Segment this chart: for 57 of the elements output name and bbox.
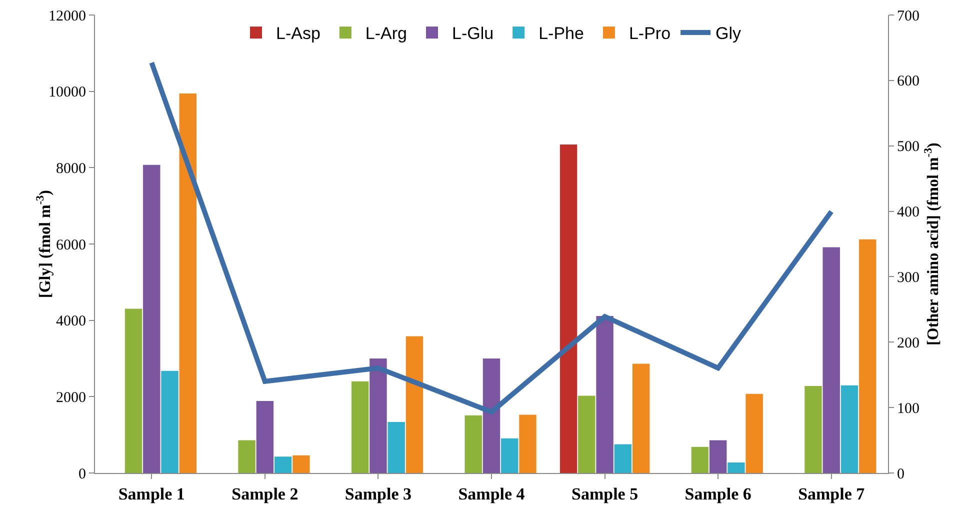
bar: [519, 414, 536, 473]
y2-tick-label: 500: [897, 139, 920, 156]
bar: [256, 401, 274, 473]
bar: [292, 455, 310, 473]
bar: [859, 239, 876, 473]
x-tick-label: Sample 2: [232, 484, 298, 504]
bar: [501, 438, 518, 473]
bar: [728, 462, 745, 473]
bar: [709, 440, 727, 473]
bar: [124, 308, 142, 473]
y-tick-label: 4000: [56, 314, 86, 330]
bar: [143, 164, 160, 473]
legend-label: L-Pro: [628, 24, 671, 44]
bar: [691, 446, 709, 473]
x-tick-label: Sample 7: [798, 484, 866, 504]
legend-label: L-Asp: [276, 24, 320, 44]
bar: [464, 415, 482, 473]
x-tick-label: Sample 5: [571, 484, 638, 504]
bar: [804, 386, 822, 473]
bar: [560, 144, 578, 473]
bar: [746, 394, 763, 473]
x-tick-label: Sample 6: [684, 484, 752, 504]
y-tick-label: 6000: [56, 237, 86, 254]
y2-tick-label: 400: [897, 204, 920, 221]
bar: [482, 358, 500, 473]
bar: [370, 358, 387, 473]
bar: [578, 396, 596, 473]
y2-tick-label: 100: [897, 400, 920, 417]
legend-label: L-Phe: [538, 24, 584, 44]
legend-label: L-Glu: [452, 24, 494, 44]
y-tick-label: 8000: [56, 160, 86, 177]
bar: [614, 444, 632, 473]
y2-tick-label: 0: [897, 466, 904, 482]
y2-tick-label: 200: [897, 335, 920, 352]
y2-tick-label: 700: [897, 8, 920, 24]
bar: [406, 336, 424, 473]
y-tick-label: 12000: [48, 8, 86, 24]
x-tick-label: Sample 3: [344, 484, 412, 504]
y-tick-label: 10000: [48, 84, 86, 101]
bar: [632, 364, 650, 473]
bar: [351, 381, 369, 473]
x-tick-label: Sample 4: [458, 484, 526, 504]
bar: [840, 385, 858, 473]
bar: [274, 456, 292, 473]
y-tick-label: 2000: [56, 390, 86, 406]
legend-label: L-Arg: [365, 24, 407, 44]
bar: [179, 94, 196, 473]
bar: [596, 316, 614, 473]
bar: [238, 440, 256, 473]
y2-tick-label: 300: [897, 270, 920, 286]
bar: [822, 247, 840, 473]
y2-tick-label: 600: [897, 74, 920, 90]
legend-label: Gly: [716, 24, 742, 44]
bar: [161, 370, 178, 473]
bar: [388, 422, 405, 473]
y-tick-label: 0: [78, 466, 86, 482]
x-tick-label: Sample 1: [118, 484, 185, 504]
